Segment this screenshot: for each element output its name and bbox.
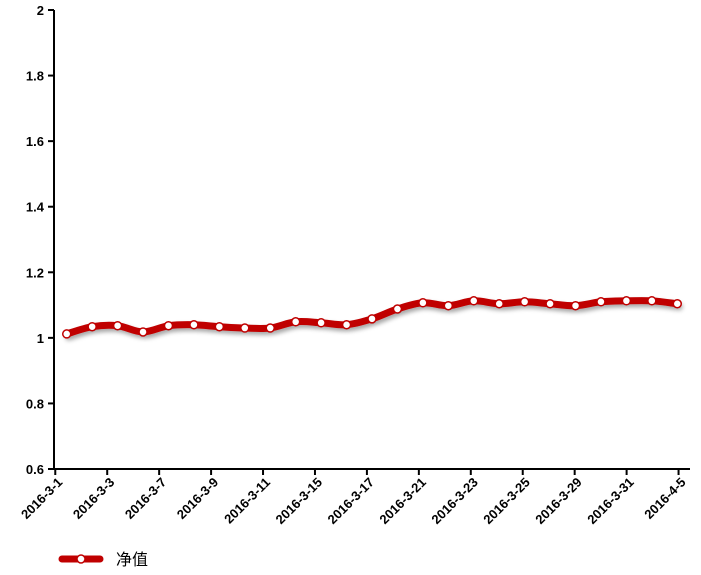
data-point (290, 317, 301, 327)
x-tick-label: 2016-3-17 (325, 475, 378, 528)
data-point (443, 300, 454, 311)
y-tick-label: 1.4 (26, 200, 45, 215)
data-point (621, 296, 632, 306)
data-point (519, 297, 530, 307)
x-tick-label: 2016-3-23 (428, 475, 481, 528)
data-point (61, 329, 72, 339)
legend-label: 净值 (116, 551, 148, 569)
data-point (392, 304, 403, 314)
data-point (341, 319, 352, 330)
data-point (112, 320, 123, 331)
data-point (367, 314, 377, 324)
x-tick-label: 2016-3-21 (376, 475, 429, 528)
data-point (596, 297, 606, 307)
data-point (87, 321, 97, 332)
x-tick-label: 2016-3-1 (18, 475, 65, 522)
y-tick-label: 1.6 (26, 134, 44, 149)
y-tick-label: 1.2 (26, 265, 44, 280)
x-tick-label: 2016-3-7 (122, 475, 169, 522)
x-tick-label: 2016-3-31 (584, 475, 637, 528)
data-point (494, 299, 504, 309)
data-point (316, 318, 326, 328)
x-tick-label: 2016-3-11 (221, 475, 273, 527)
data-point (265, 323, 275, 333)
x-tick-label: 2016-3-3 (70, 475, 117, 522)
x-tick-label: 2016-4-5 (641, 475, 688, 522)
x-tick-label: 2016-3-25 (480, 475, 533, 528)
data-point (163, 320, 174, 331)
legend-marker (76, 554, 86, 564)
data-point (672, 299, 683, 309)
data-point (469, 296, 479, 306)
y-tick-label: 1 (37, 331, 44, 346)
x-tick-label: 2016-3-29 (532, 475, 585, 528)
y-tick-label: 1.8 (26, 69, 44, 84)
y-tick-label: 2 (37, 3, 44, 18)
data-point (138, 327, 148, 337)
x-tick-label: 2016-3-15 (273, 475, 326, 528)
data-point (418, 298, 428, 308)
data-point (570, 300, 581, 311)
data-point (240, 323, 250, 333)
x-tick-label: 2016-3-9 (174, 475, 221, 522)
data-point (545, 299, 555, 309)
y-tick-label: 0.6 (26, 462, 44, 477)
y-tick-label: 0.8 (26, 396, 44, 411)
data-point (647, 296, 657, 306)
data-point (189, 319, 199, 330)
data-point (214, 321, 225, 332)
